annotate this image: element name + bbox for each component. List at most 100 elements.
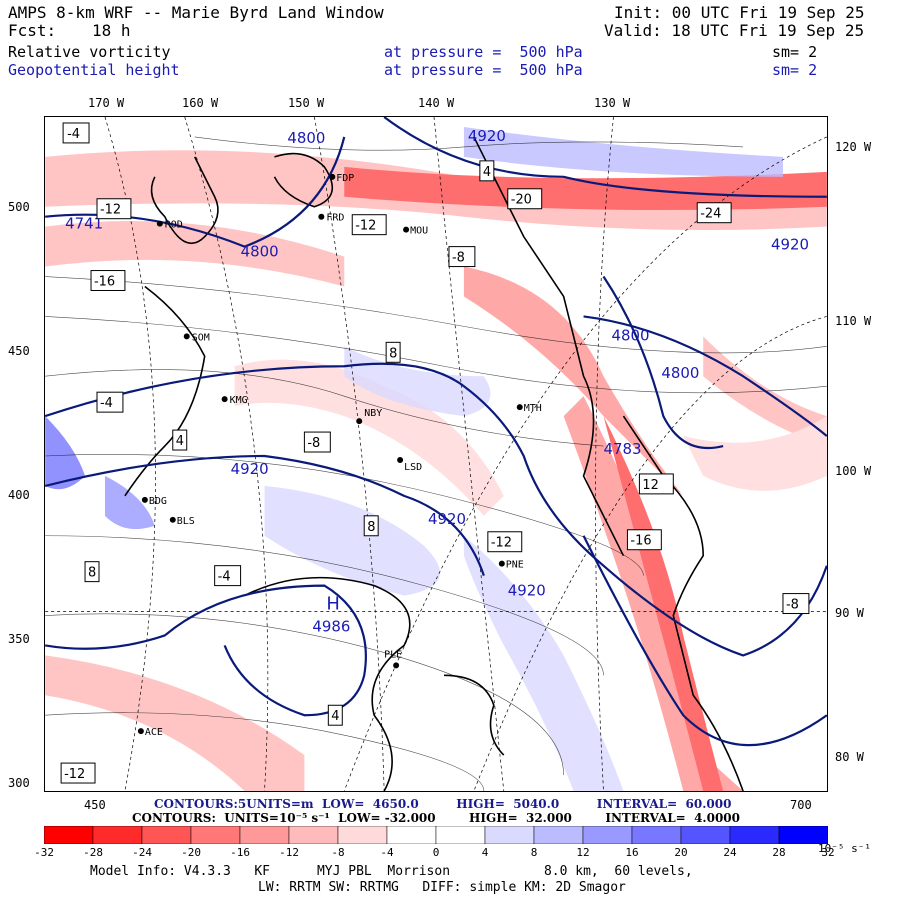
colorbar-swatch [533, 826, 584, 844]
field-name-vorticity: Relative vorticity [8, 43, 171, 61]
vort-label-box: -16 [626, 529, 662, 551]
station-label: SOM [192, 332, 210, 343]
vort-label: 4 [331, 709, 339, 724]
height-label: 4800 [661, 364, 699, 382]
station-label: PNE [506, 560, 524, 571]
vort-label: 4 [483, 165, 491, 180]
map-title: AMPS 8-km WRF -- Marie Byrd Land Window [8, 3, 384, 22]
colorbar-label: -28 [83, 846, 103, 859]
lon-label: 160 W [182, 96, 219, 110]
station-label: BLS [177, 516, 195, 527]
y-tick-label: 300 [8, 776, 30, 790]
station-label: ACE [145, 727, 163, 738]
vort-label-box: -4 [214, 565, 242, 587]
colorbar-label: 16 [625, 846, 639, 859]
field-level-height: at pressure = 500 hPa [384, 61, 583, 79]
y-tick-label: 350 [8, 632, 30, 646]
vort-label: 8 [367, 520, 375, 535]
vort-label: -8 [786, 598, 799, 613]
station-label: LSD [404, 462, 422, 473]
vort-label: -8 [452, 251, 465, 266]
colorbar-label: 28 [772, 846, 786, 859]
vort-label-box: -4 [96, 391, 124, 413]
vorticity-map: FDP FRD MOU ROD SOM KMG NBY MTH LSD BDG … [44, 116, 828, 792]
height-label: 4800 [287, 129, 325, 147]
colorbar-swatch [435, 826, 486, 844]
lon-label: 150 W [288, 96, 325, 110]
model-info-line1: Model Info: V4.3.3 KF MYJ PBL Morrison 8… [90, 864, 693, 879]
colorbar-label: 0 [432, 846, 440, 859]
lat-label: 120 W [835, 140, 872, 154]
colorbar-swatch [729, 826, 780, 844]
height-label: 4741 [65, 215, 103, 233]
colorbar-label: -8 [331, 846, 345, 859]
height-label: 4800 [611, 326, 649, 344]
vort-label: -4 [218, 570, 231, 585]
colorbar-swatch [386, 826, 437, 844]
colorbar-label: 8 [530, 846, 538, 859]
colorbar-label: 4 [481, 846, 489, 859]
station-label: BDG [149, 496, 167, 507]
colorbar-label: 20 [674, 846, 688, 859]
init-time: Init: 00 UTC Fri 19 Sep 25 [614, 3, 865, 22]
vort-label-box: 4 [327, 704, 343, 726]
station-label: KMG [230, 395, 248, 406]
vort-label-box: -8 [448, 246, 476, 268]
vorticity-labels: -4 4 -12 -8 -16 -20 -24 -12 8 12 -8 -4 4… [60, 122, 810, 784]
height-label: 4986 [312, 617, 350, 635]
field-sm-height: sm= 2 [772, 61, 818, 79]
vort-label: -4 [67, 127, 80, 142]
height-label: 4920 [771, 236, 809, 254]
lon-label: 140 W [418, 96, 455, 110]
colorbar-swatch [484, 826, 535, 844]
colorbar-unit: 10⁻⁵ s⁻¹ [818, 842, 871, 855]
vorticity-contour-info: CONTOURS: UNITS=10⁻⁵ s⁻¹ LOW= -32.000 HI… [132, 811, 740, 825]
field-sm-vorticity: sm= 2 [772, 43, 818, 61]
height-label: 4800 [241, 243, 279, 261]
fcst-label: Fcst: [8, 21, 57, 40]
lon-label: 170 W [88, 96, 125, 110]
colorbar-swatch [582, 826, 633, 844]
vort-label-box: 4 [479, 160, 495, 182]
station-label: ROD [165, 220, 183, 231]
station-label: MOU [410, 226, 428, 237]
lon-label: 130 W [594, 96, 631, 110]
field-level-vorticity: at pressure = 500 hPa [384, 43, 583, 61]
colorbar-label: -32 [34, 846, 54, 859]
vort-label: -8 [307, 436, 320, 451]
station-label: NBY [364, 408, 382, 419]
station-label: FRD [326, 213, 344, 224]
vort-label-box: -20 [507, 188, 543, 210]
vort-label: 4 [176, 434, 184, 449]
vort-label: -24 [700, 207, 721, 222]
vort-label-box: 12 [638, 473, 674, 495]
vort-label: -20 [511, 193, 532, 208]
vort-label: 8 [88, 566, 96, 581]
vort-label: -12 [491, 536, 512, 551]
vort-label-box: -8 [303, 431, 331, 453]
height-contours [45, 117, 827, 747]
vort-label-box: -4 [62, 122, 90, 144]
vorticity-shading [45, 150, 827, 791]
vort-label-box: -12 [96, 198, 132, 220]
height-labels: 4800 4920 4741 4800 4920 4800 4800 4783 … [65, 127, 809, 636]
y-tick-label: 500 [8, 200, 30, 214]
lat-label: 100 W [835, 464, 872, 478]
colorbar-swatch [680, 826, 731, 844]
colorbar-label: -24 [132, 846, 152, 859]
colorbar [44, 826, 828, 844]
colorbar-swatch [239, 826, 290, 844]
vort-label-box: 8 [84, 561, 100, 583]
colorbar-swatch [92, 826, 143, 844]
valid-time: Valid: 18 UTC Fri 19 Sep 25 [604, 21, 865, 40]
vort-label: 8 [389, 346, 397, 361]
colorbar-swatch [44, 826, 94, 844]
station-markers [137, 173, 523, 735]
station-label: PLE [384, 649, 402, 660]
graticule [45, 117, 827, 791]
height-label: 4783 [604, 440, 642, 458]
vort-label: -16 [94, 275, 115, 290]
vort-label-box: 8 [363, 515, 379, 537]
colorbar-label: 12 [576, 846, 590, 859]
station-labels: FDP FRD MOU ROD SOM KMG NBY MTH LSD BDG … [145, 173, 542, 738]
